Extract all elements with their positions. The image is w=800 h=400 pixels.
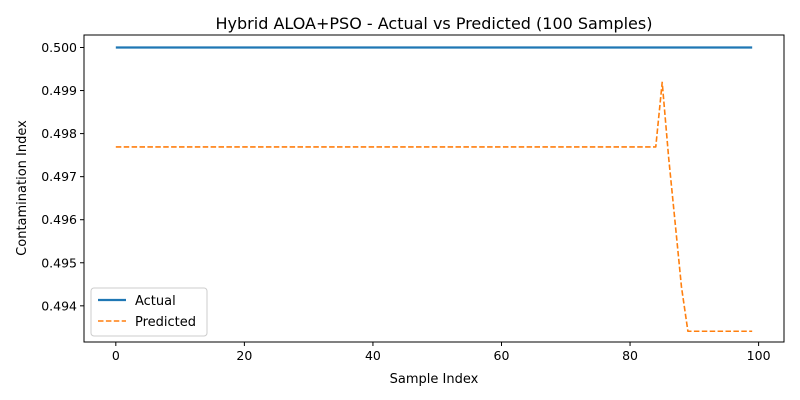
y-tick-label: 0.496 xyxy=(41,212,77,227)
y-axis: 0.494 0.495 0.496 0.497 0.498 0.499 0.500 xyxy=(41,40,84,313)
legend: Actual Predicted xyxy=(90,287,208,337)
y-tick-label: 0.497 xyxy=(41,169,77,184)
y-tick-label: 0.495 xyxy=(41,255,77,270)
x-tick-label: 100 xyxy=(747,348,771,363)
legend-label-actual: Actual xyxy=(135,294,176,309)
plot-area xyxy=(115,46,753,333)
legend-label-predicted: Predicted xyxy=(135,315,196,330)
y-axis-title: Contamination Index xyxy=(15,120,30,256)
x-tick-label: 20 xyxy=(236,348,252,363)
y-tick-label: 0.499 xyxy=(41,83,77,98)
x-tick-label: 40 xyxy=(365,348,381,363)
x-tick-label: 60 xyxy=(494,348,510,363)
x-axis-title: Sample Index xyxy=(390,372,479,387)
x-tick-label: 0 xyxy=(112,348,120,363)
plot-frame xyxy=(83,34,785,343)
x-tick-label: 80 xyxy=(622,348,638,363)
series-line-predicted xyxy=(115,81,753,333)
y-tick-label: 0.498 xyxy=(41,126,77,141)
chart-title: Hybrid ALOA+PSO - Actual vs Predicted (1… xyxy=(216,14,653,33)
y-tick-label: 0.494 xyxy=(41,298,77,313)
x-axis: 0 20 40 60 80 100 xyxy=(112,342,771,363)
y-tick-label: 0.500 xyxy=(41,40,77,55)
